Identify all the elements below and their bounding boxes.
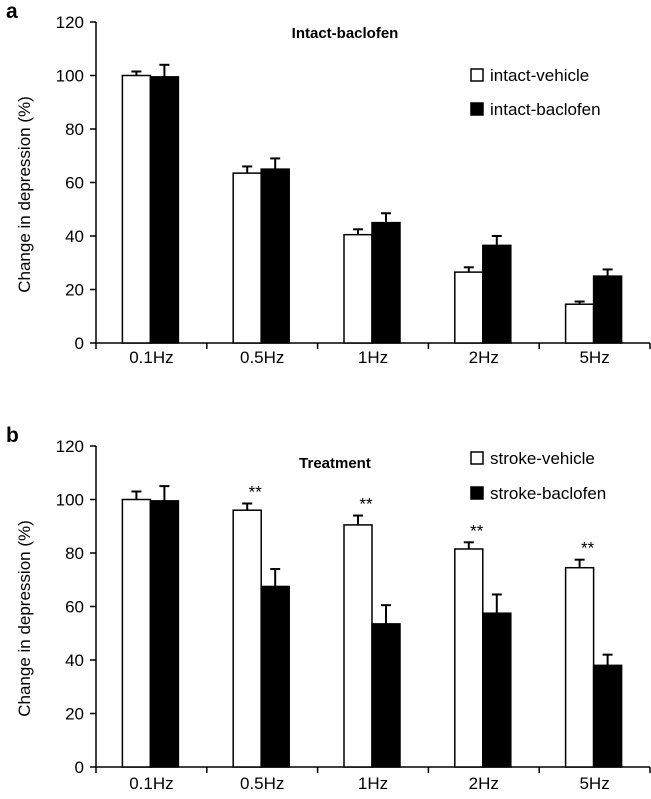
panel-label: b xyxy=(6,424,19,447)
bar-stroke-baclofen xyxy=(260,585,290,768)
bar-intact-baclofen xyxy=(592,275,623,344)
legend-label: intact-baclofen xyxy=(490,100,601,119)
x-tick-label: 0.5Hz xyxy=(240,348,284,367)
bar-intact-vehicle xyxy=(121,74,152,344)
legend-swatch-stroke-vehicle xyxy=(470,451,484,465)
significance-marker: ** xyxy=(470,521,484,540)
bar-intact-vehicle xyxy=(454,271,484,344)
y-axis-title: Change in depression (%) xyxy=(15,520,34,717)
y-tick-label: 80 xyxy=(65,544,84,563)
x-tick-label: 5Hz xyxy=(579,774,609,793)
bar-stroke-vehicle xyxy=(232,509,262,768)
x-tick-label: 1Hz xyxy=(358,774,388,793)
legend-swatch-intact-baclofen xyxy=(470,102,484,116)
y-tick-label: 40 xyxy=(65,227,84,246)
legend-label: stroke-baclofen xyxy=(490,484,606,503)
chart-panel-b: b Treatment 0 20 40 60 80 100 120 Change in depre… xyxy=(6,424,651,793)
bar-stroke-baclofen xyxy=(371,623,401,768)
bar-stroke-baclofen xyxy=(149,500,180,768)
x-tick-label: 1Hz xyxy=(358,348,388,367)
y-axis-title: Change in depression (%) xyxy=(15,96,34,293)
y-tick-label: 60 xyxy=(65,598,84,617)
chart-title: Intact-baclofen xyxy=(292,25,399,42)
legend-label: stroke-vehicle xyxy=(490,449,595,468)
y-tick-label: 0 xyxy=(75,758,84,777)
bar-intact-baclofen xyxy=(371,221,401,344)
y-tick-label: 40 xyxy=(65,651,84,670)
y-tick-label: 100 xyxy=(56,67,84,86)
legend-swatch-stroke-baclofen xyxy=(470,486,484,500)
bar-stroke-vehicle xyxy=(121,498,152,768)
x-tick-label: 0.1Hz xyxy=(129,348,173,367)
y-tick-label: 120 xyxy=(56,13,84,32)
legend-label: intact-vehicle xyxy=(490,66,589,85)
bar-intact-vehicle xyxy=(343,233,373,344)
bar-stroke-baclofen xyxy=(482,612,512,768)
legend-swatch-intact-vehicle xyxy=(470,68,484,82)
y-tick-label: 80 xyxy=(65,120,84,139)
y-tick-label: 20 xyxy=(65,281,84,300)
y-tick-label: 60 xyxy=(65,174,84,193)
x-tick-label: 5Hz xyxy=(579,348,609,367)
y-tick-label: 0 xyxy=(75,334,84,353)
x-tick-label: 0.1Hz xyxy=(129,774,173,793)
chart-panel-a: a Intact-baclofen 0 20 40 60 80 100 120 Change in… xyxy=(6,0,651,367)
x-tick-label: 2Hz xyxy=(469,348,499,367)
bar-intact-baclofen xyxy=(260,168,290,344)
y-tick-label: 120 xyxy=(56,437,84,456)
bar-stroke-vehicle xyxy=(343,524,373,768)
panel-label: a xyxy=(6,0,18,23)
bar-intact-baclofen xyxy=(482,244,512,344)
bar-intact-vehicle xyxy=(232,172,262,344)
y-tick-label: 100 xyxy=(56,491,84,510)
bar-stroke-baclofen xyxy=(592,664,623,768)
chart-title: Treatment xyxy=(299,455,371,472)
x-tick-label: 0.5Hz xyxy=(240,774,284,793)
bar-intact-vehicle xyxy=(564,303,595,344)
bar-stroke-vehicle xyxy=(564,566,595,768)
significance-marker: ** xyxy=(359,495,373,514)
y-tick-label: 20 xyxy=(65,705,84,724)
bar-intact-baclofen xyxy=(149,76,180,344)
significance-marker: ** xyxy=(581,539,595,558)
x-tick-label: 2Hz xyxy=(469,774,499,793)
bar-stroke-vehicle xyxy=(454,548,484,768)
significance-marker: ** xyxy=(249,483,263,502)
